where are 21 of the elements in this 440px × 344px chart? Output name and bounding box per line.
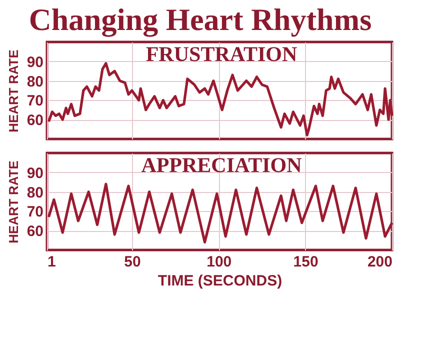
- y-axis-title: HEART RATE: [6, 160, 21, 244]
- chart-subtitle: FRUSTRATION: [146, 42, 298, 66]
- y-tick-label: 80: [26, 184, 44, 202]
- chart-title: APPRECIATION: [141, 153, 302, 177]
- y-tick-label: 90: [26, 164, 44, 182]
- y-tick-label: 70: [26, 92, 44, 110]
- y-tick-label: 60: [26, 112, 44, 130]
- y-tick-label: 80: [26, 73, 44, 90]
- x-tick-label: 200: [367, 254, 392, 270]
- y-axis-title: HEART RATE: [6, 49, 21, 132]
- x-tick-label: 100: [206, 254, 232, 270]
- line-series: [47, 62, 394, 136]
- y-tick-label: 90: [26, 54, 44, 71]
- x-tick-label: 150: [293, 254, 318, 270]
- y-tick-label: 70: [26, 204, 44, 221]
- y-tick-label: 60: [26, 223, 44, 240]
- chart-title: Changing Heart Rhythms: [28, 2, 372, 37]
- x-tick-label: 50: [124, 254, 141, 270]
- x-tick-label: 1: [48, 254, 56, 270]
- line-series: [47, 182, 394, 244]
- x-axis-title: TIME (SECONDS): [158, 272, 282, 290]
